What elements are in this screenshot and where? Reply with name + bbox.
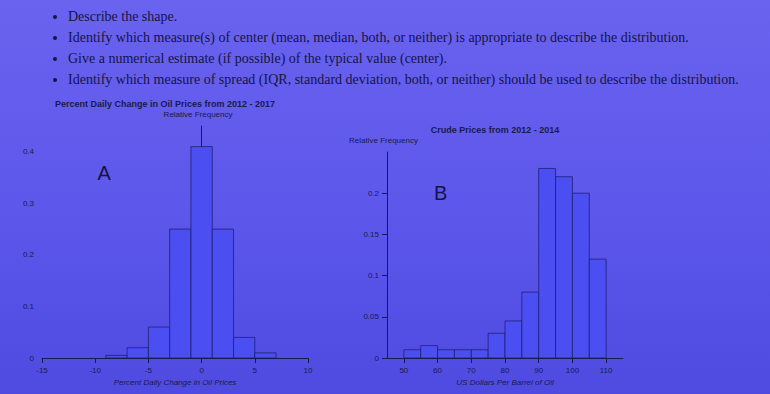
- svg-text:-15: -15: [36, 366, 48, 375]
- svg-text:Relative Frequency: Relative Frequency: [164, 110, 233, 119]
- svg-text:0.3: 0.3: [23, 199, 35, 208]
- svg-text:90: 90: [534, 366, 543, 375]
- svg-text:B: B: [434, 182, 447, 204]
- svg-text:10: 10: [304, 366, 313, 375]
- svg-text:100: 100: [566, 366, 580, 375]
- svg-text:0.15: 0.15: [363, 230, 379, 239]
- svg-text:0: 0: [375, 354, 380, 363]
- html-text:Identify which measure(s) of c: Identify which measure(s) of center (mea…: [68, 30, 689, 45]
- html-text:Give a numerical estimate (if: Give a numerical estimate (if possible) …: [68, 51, 447, 66]
- svg-text:0.1: 0.1: [368, 271, 380, 280]
- svg-text:0.2: 0.2: [23, 250, 35, 259]
- svg-text:80: 80: [501, 366, 510, 375]
- svg-text:Percent Daily Change in Oil Pr: Percent Daily Change in Oil Prices: [114, 378, 237, 387]
- svg-text:0.05: 0.05: [363, 312, 379, 321]
- svg-text:70: 70: [467, 366, 476, 375]
- svg-text:US Dollars Per Barrel of Oil: US Dollars Per Barrel of Oil: [456, 378, 554, 387]
- svg-text:0.2: 0.2: [368, 189, 380, 198]
- svg-text:-10: -10: [89, 366, 101, 375]
- svg-text:0: 0: [30, 354, 35, 363]
- svg-text:Percent Daily Change in Oil Pr: Percent Daily Change in Oil Prices from …: [55, 99, 275, 109]
- svg-text:Crude Prices from 2012 - 2014: Crude Prices from 2012 - 2014: [431, 125, 560, 135]
- html-text:Identify which measure of spre: Identify which measure of spread (IQR, s…: [68, 72, 739, 87]
- svg-text:Relative Frequency: Relative Frequency: [349, 136, 418, 145]
- svg-text:50: 50: [399, 366, 408, 375]
- svg-text:-5: -5: [145, 366, 153, 375]
- svg-text:60: 60: [433, 366, 442, 375]
- svg-text:0: 0: [199, 366, 204, 375]
- svg-text:0.1: 0.1: [23, 302, 35, 311]
- svg-text:5: 5: [253, 366, 258, 375]
- svg-text:A: A: [97, 162, 111, 184]
- svg-text:110: 110: [600, 366, 613, 375]
- svg-text:0.4: 0.4: [23, 147, 35, 156]
- html-text:Describe the shape.: Describe the shape.: [68, 9, 178, 24]
